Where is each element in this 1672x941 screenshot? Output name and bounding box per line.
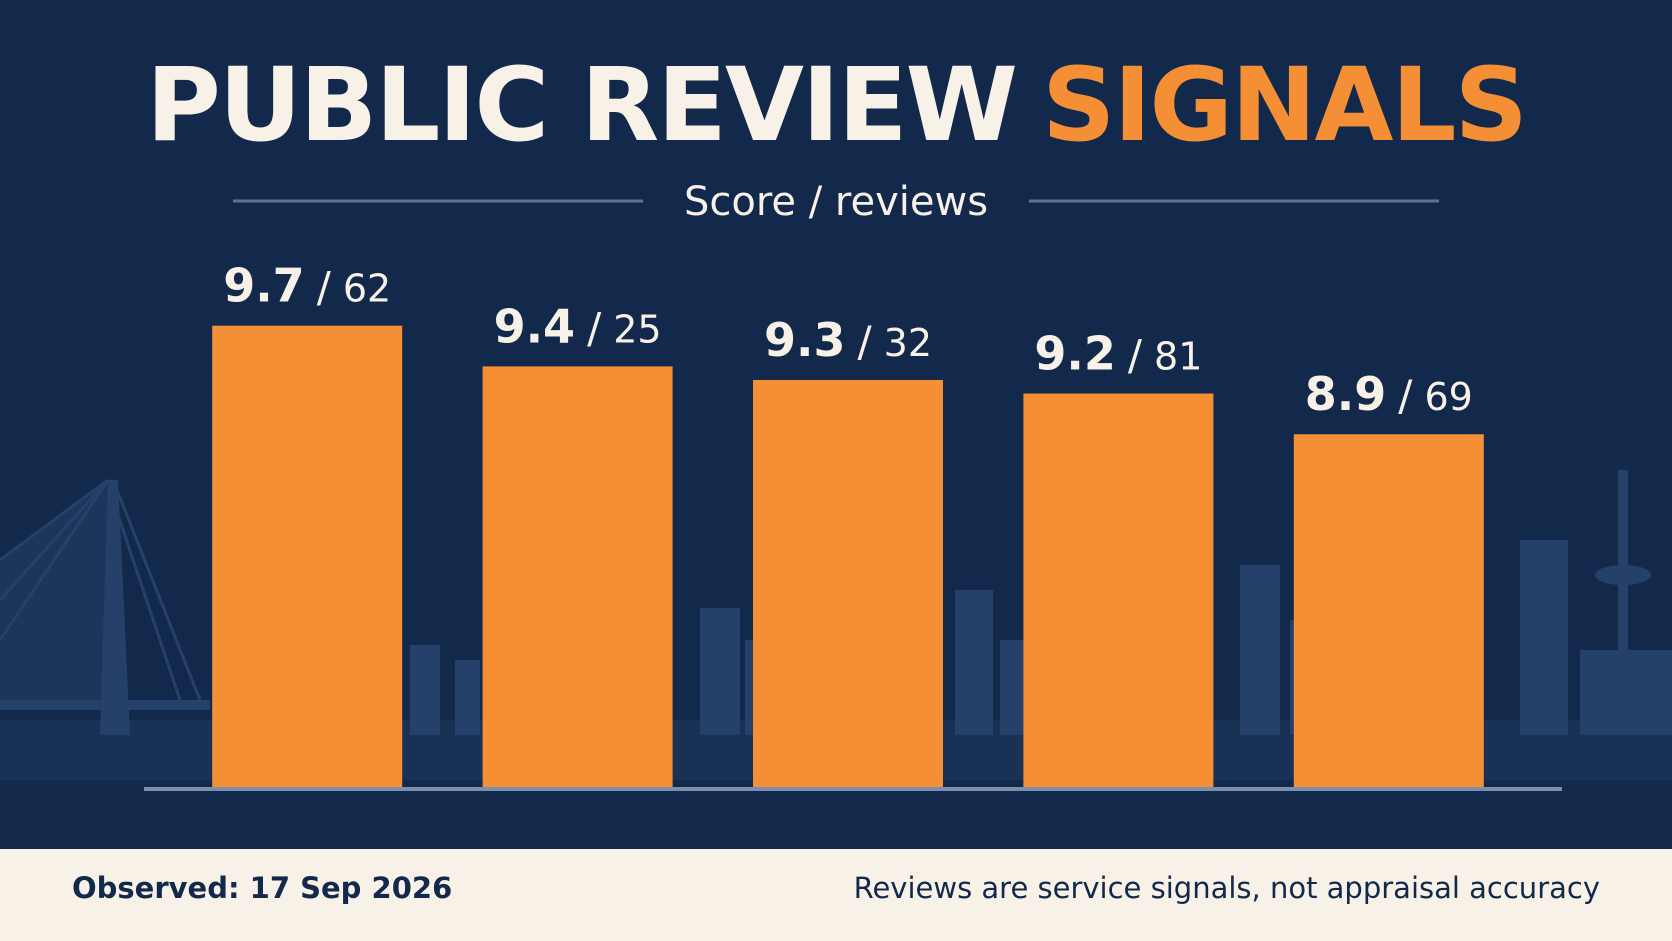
separator: /: [317, 263, 332, 312]
footer: [0, 849, 1672, 941]
footer-left: Observed: 17 Sep 2026: [72, 871, 452, 905]
value-label: 9.2/81: [1034, 327, 1202, 381]
reviews-label: 62: [343, 267, 391, 311]
reviews-label: 32: [884, 321, 932, 365]
bar: [1023, 393, 1214, 787]
reviews-label: 25: [613, 307, 661, 351]
bars: 9.7/629.4/25 9.3/32 9.2/818.9/69: [212, 259, 1484, 787]
value-label: 9.7/62: [223, 259, 391, 313]
reviews-label: 69: [1424, 375, 1472, 419]
title-highlight: SIGNALS: [1042, 46, 1526, 165]
title-main: PUBLIC REVIEW: [146, 46, 1016, 165]
score-label: 9.2: [1034, 327, 1116, 381]
bar: [1293, 434, 1484, 787]
footer-right: Reviews are service signals, not apprais…: [854, 871, 1600, 905]
chart-title: PUBLIC REVIEW SIGNALS: [146, 46, 1526, 165]
reviews-label: 81: [1154, 335, 1202, 379]
bar: [482, 366, 673, 787]
bar: [212, 325, 403, 787]
value-label: 9.4/25: [494, 299, 662, 353]
separator: /: [1128, 331, 1143, 380]
score-label: 8.9: [1305, 367, 1387, 421]
score-label: 9.3: [764, 313, 846, 367]
value-label: 9.3/ 32: [764, 313, 932, 367]
score-label: 9.7: [223, 259, 305, 313]
separator: /: [587, 303, 602, 352]
score-label: 9.4: [494, 299, 576, 353]
separator: /: [857, 317, 872, 366]
value-label: 8.9/69: [1305, 367, 1473, 421]
bar: [753, 379, 943, 787]
separator: /: [1398, 371, 1413, 420]
chart-subtitle: Score / reviews: [684, 179, 988, 225]
